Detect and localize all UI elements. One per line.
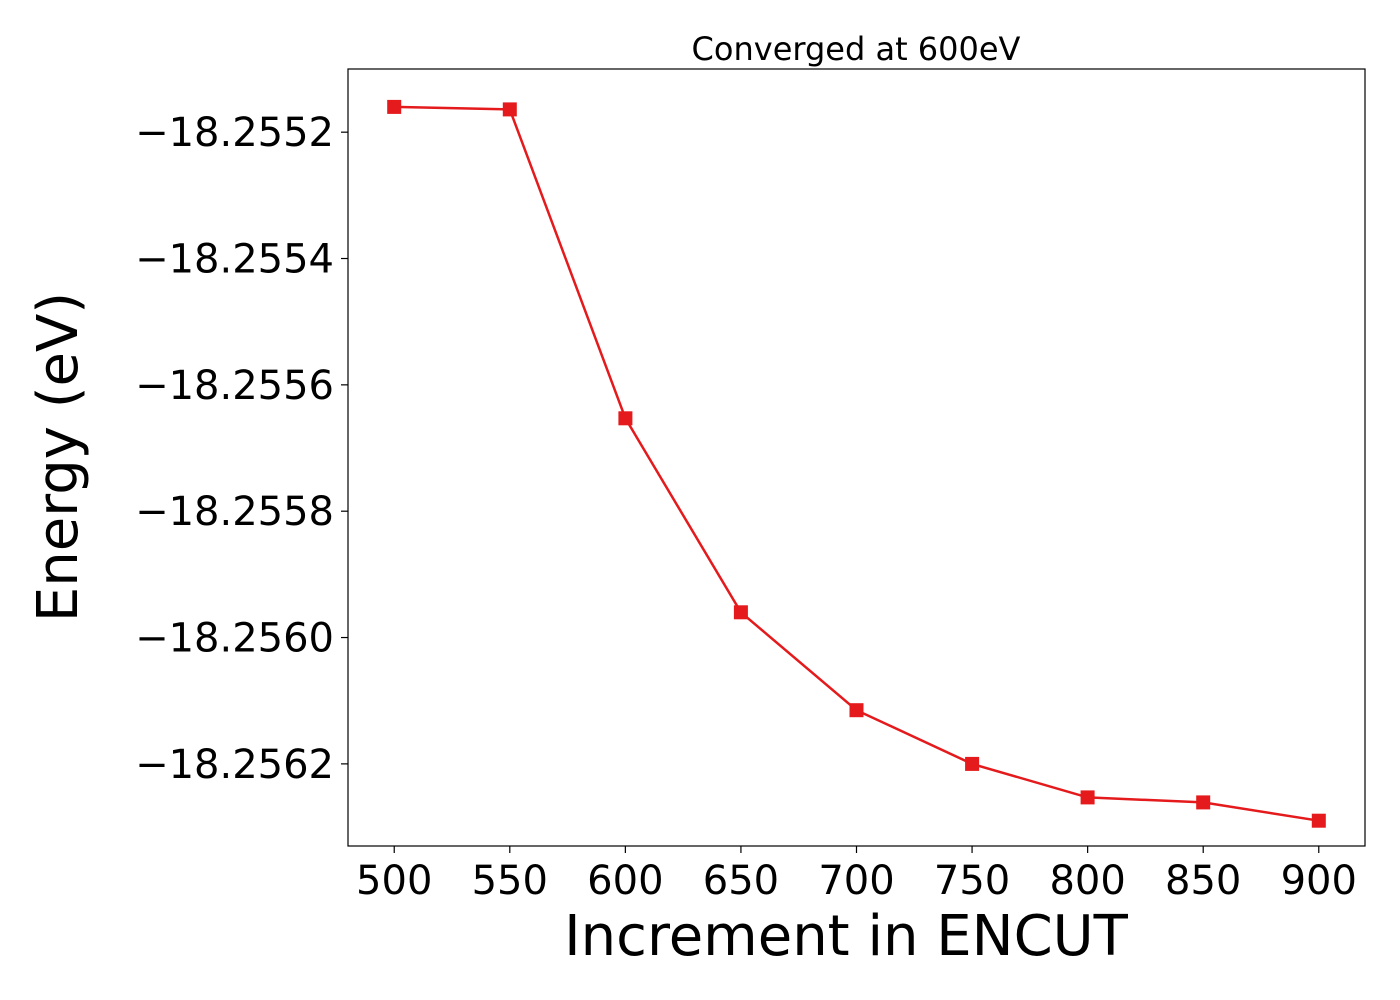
- plot-frame: [347, 68, 1366, 847]
- y-tick-label: −18.2558: [135, 489, 334, 535]
- x-tick-label: 650: [703, 858, 779, 904]
- x-tick-label: 850: [1165, 858, 1241, 904]
- data-point-marker: [618, 411, 633, 426]
- x-tick-label: 800: [1049, 858, 1125, 904]
- x-tick-label: 750: [934, 858, 1010, 904]
- x-tick-label: 700: [818, 858, 894, 904]
- x-tick-label: 550: [472, 858, 548, 904]
- x-tick-label: 500: [356, 858, 432, 904]
- chart-title: Converged at 600eV: [692, 30, 1021, 68]
- data-point-marker: [965, 756, 980, 771]
- data-point-marker: [387, 99, 402, 114]
- y-tick-label: −18.2560: [135, 616, 334, 662]
- x-tick-label: 900: [1281, 858, 1357, 904]
- y-tick-label: −18.2552: [135, 110, 334, 156]
- data-point-marker: [1080, 790, 1095, 805]
- y-axis-label: Energy (eV): [26, 292, 91, 622]
- y-tick-label: −18.2554: [135, 237, 334, 283]
- data-point-marker: [1311, 813, 1326, 828]
- x-tick-label: 600: [587, 858, 663, 904]
- series-layer: [387, 99, 1326, 828]
- x-axis-label: Increment in ENCUT: [564, 904, 1129, 969]
- y-axis-ticks: −18.2552 −18.2554 −18.2556 −18.2558 −18.2560…: [135, 110, 348, 788]
- data-point-marker: [733, 605, 748, 620]
- data-point-marker: [849, 703, 864, 718]
- x-axis-ticks: 500 550 600 650 700 750 800 850 900: [356, 846, 1357, 904]
- data-point-marker: [1196, 795, 1211, 810]
- y-tick-label: −18.2562: [135, 742, 334, 788]
- y-tick-label: −18.2556: [135, 363, 334, 409]
- data-point-marker: [502, 102, 517, 117]
